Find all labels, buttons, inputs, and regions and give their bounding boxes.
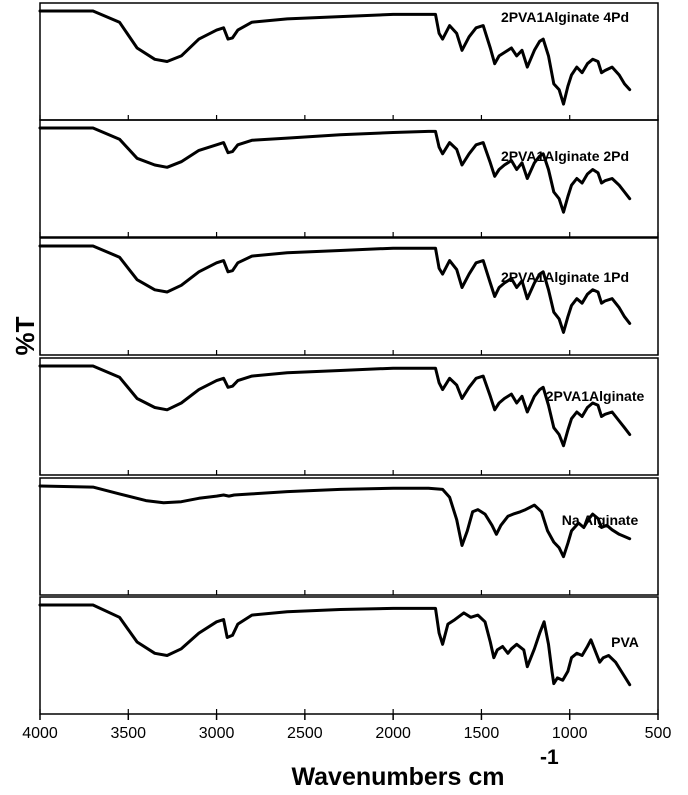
- x-tick-label: 2000: [375, 725, 411, 742]
- spectrum-line: [38, 603, 632, 687]
- x-tick-label: 4000: [22, 725, 58, 742]
- panel-frame: [39, 596, 659, 715]
- x-axis-title: Wavenumbers cm: [291, 763, 504, 791]
- x-axis-ticks: 4000 3500 3000 2500 2000 1500 1000 500: [22, 714, 671, 742]
- spectrum-panel: 2PVA1Alginate 2Pd: [38, 119, 659, 238]
- x-tick-label: 3000: [199, 725, 235, 742]
- series-label: PVA: [611, 634, 639, 650]
- spectrum-line: [38, 484, 632, 559]
- series-label: 2PVA1Alginate 1Pd: [501, 269, 629, 285]
- spectrum-line: [38, 9, 632, 106]
- spectrum-panel: Na Alginate: [38, 477, 659, 596]
- panel-frame: [39, 477, 659, 596]
- spectrum-panel: 2PVA1Alginate 1Pd: [38, 237, 659, 356]
- spectrum-panel: PVA: [38, 596, 659, 715]
- spectrum-line: [38, 244, 632, 334]
- x-tick-label: 500: [645, 725, 672, 742]
- spectrum-panel: 2PVA1Alginate: [38, 357, 659, 476]
- spectrum-line: [38, 364, 632, 448]
- panel-frame: [39, 357, 659, 476]
- series-label: 2PVA1Alginate 2Pd: [501, 148, 629, 164]
- y-axis-title: %T: [10, 316, 40, 355]
- series-label: Na Alginate: [562, 512, 639, 528]
- spectrum-panel: 2PVA1Alginate 4Pd: [38, 2, 659, 121]
- x-tick-label: 1500: [464, 725, 500, 742]
- series-label: 2PVA1Alginate 4Pd: [501, 9, 629, 25]
- x-tick-label: 3500: [110, 725, 146, 742]
- panel-frame: [39, 119, 659, 238]
- x-axis-title-superscript: -1: [540, 746, 559, 769]
- panels-group: 2PVA1Alginate 4Pd 2PVA1Alginate 2Pd 2PVA1A…: [38, 2, 659, 715]
- spectrum-line: [38, 126, 632, 214]
- x-tick-label: 1000: [552, 725, 588, 742]
- panel-frame: [39, 237, 659, 356]
- series-label: 2PVA1Alginate: [546, 388, 645, 404]
- x-tick-label: 2500: [287, 725, 323, 742]
